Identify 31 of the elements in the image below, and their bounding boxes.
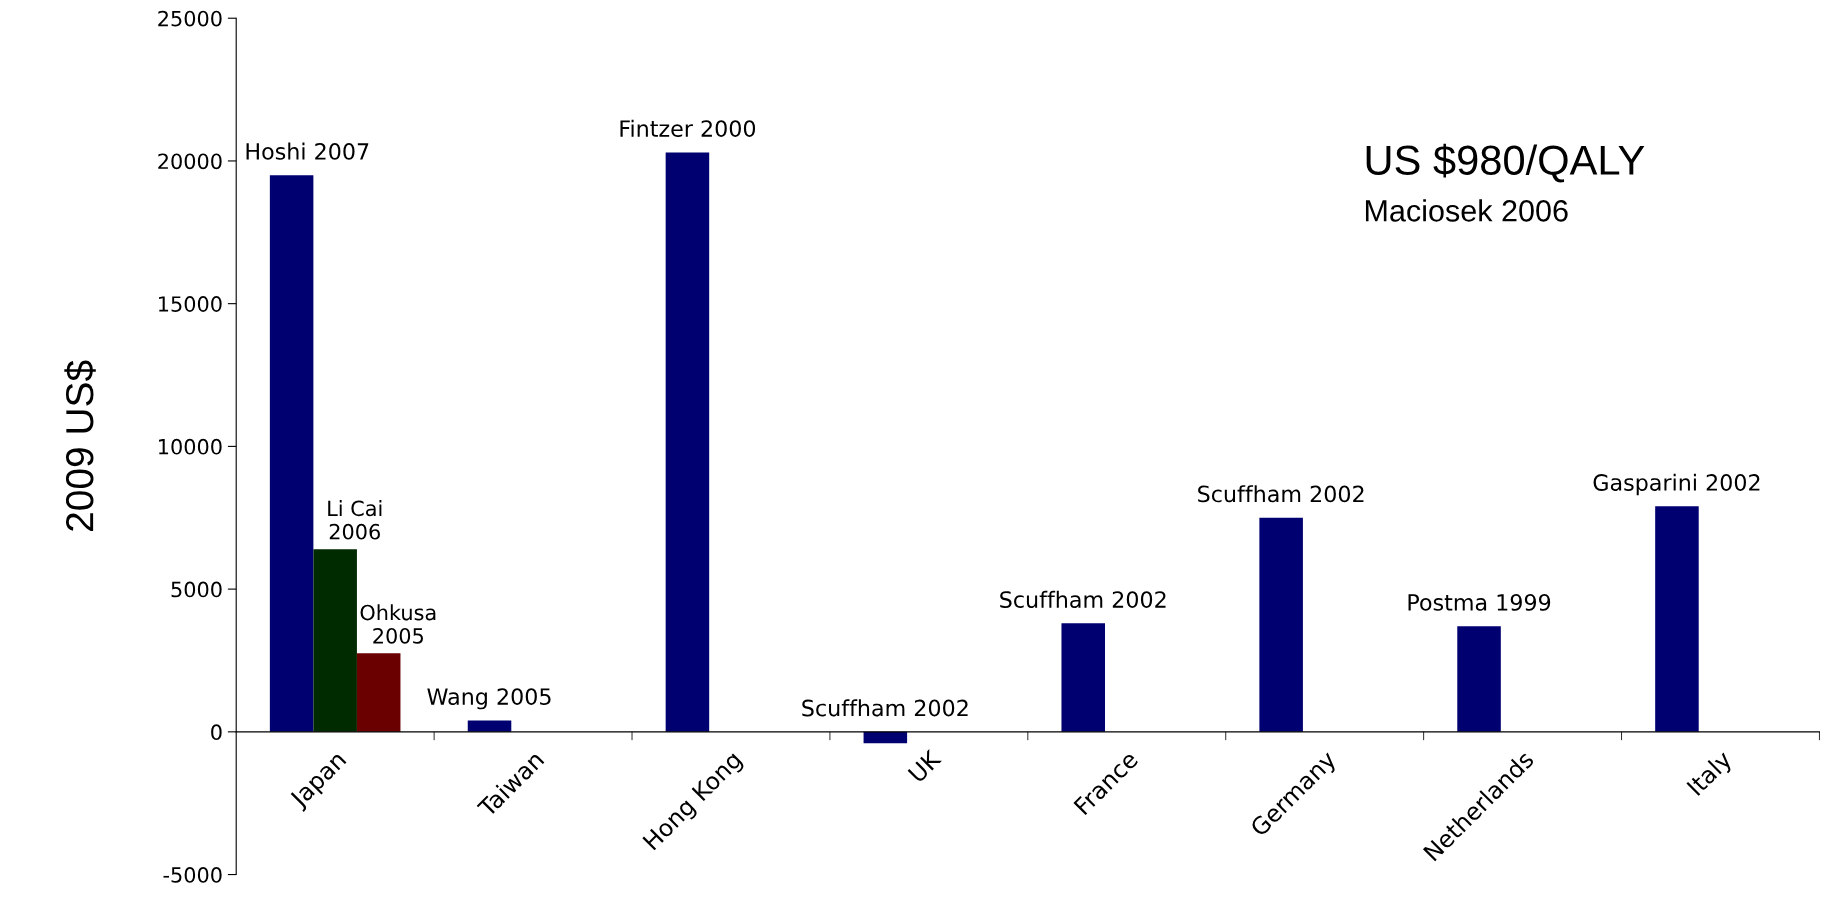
x-tick-label: UK	[907, 748, 943, 784]
y-tick-label: 5000	[171, 581, 222, 598]
y-tick-label: 25000	[158, 10, 222, 27]
data-label: Scuffham 2002	[802, 699, 968, 717]
data-label: Li Cai 2006	[328, 500, 382, 540]
data-label: Gasparini 2002	[1593, 473, 1760, 496]
annotation: US $980/QALY	[1366, 143, 1645, 183]
bar	[1259, 517, 1303, 732]
data-label: Wang 2005	[427, 688, 551, 710]
y-tick-label: 10000	[159, 438, 222, 455]
annotation: Maciosek 2006	[1365, 199, 1568, 222]
bar	[1061, 623, 1106, 732]
data-label: Scuffham 2002	[1198, 485, 1364, 503]
y-axis-title: 2009 US$	[64, 360, 96, 531]
y-tick-label: -5000	[163, 867, 222, 883]
bar	[356, 653, 401, 732]
bar	[1655, 506, 1699, 732]
data-label: Ohkusa 2005	[360, 604, 436, 644]
bar	[863, 731, 908, 744]
y-tick-label: 15000	[159, 296, 222, 312]
y-tick-label: 0	[211, 724, 222, 741]
bar	[665, 152, 710, 732]
data-label: Scuffham 2002	[1000, 590, 1166, 608]
bar	[467, 720, 512, 732]
data-label: Hoshi 2007	[246, 142, 369, 160]
data-label: Postma 1999	[1408, 594, 1551, 611]
bar	[313, 549, 357, 732]
data-label: Fintzer 2000	[620, 119, 756, 137]
y-tick-label: 20000	[158, 153, 222, 170]
bar	[269, 175, 314, 732]
bar	[1457, 626, 1501, 732]
